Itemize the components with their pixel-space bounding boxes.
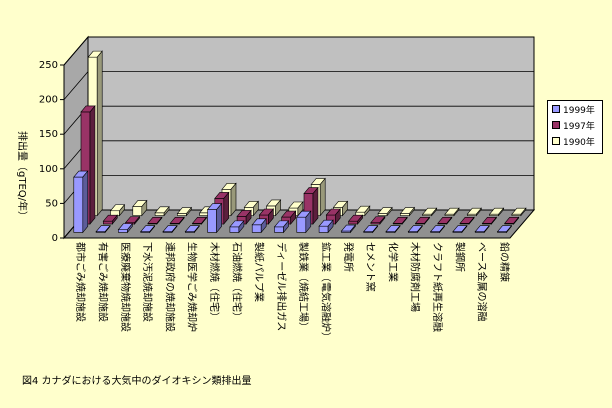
bar xyxy=(296,210,312,234)
bar xyxy=(251,217,267,234)
legend-label: 1997年 xyxy=(563,121,595,132)
x-tick-label: セメント窯 xyxy=(364,242,377,292)
bar xyxy=(370,215,386,225)
bar xyxy=(377,206,393,217)
gridline xyxy=(63,36,534,66)
y-tick-label: 50 xyxy=(45,198,58,209)
x-tick-label: 都市ごみ焼却施設 xyxy=(74,242,87,322)
legend-label: 1990年 xyxy=(563,137,595,148)
x-tick-label: 発電所 xyxy=(342,242,355,272)
x-tick-label: ベース金属の溶融 xyxy=(476,242,489,322)
bar xyxy=(429,224,446,234)
x-tick-label: クラフト紙再生溶融 xyxy=(431,242,444,332)
legend-swatch xyxy=(552,105,560,113)
bar xyxy=(481,216,498,225)
bar xyxy=(102,214,118,225)
bar xyxy=(422,207,438,217)
x-tick-label: 製紙パルプ業 xyxy=(253,242,266,302)
x-tick-label: 連邦政府の焼却施設 xyxy=(163,242,176,332)
chart: 0 50 100 150 200 250 都市ごみ焼却施設 有害ごみ焼却施設 医療廃棄物焼却施… xyxy=(16,35,536,342)
bar xyxy=(169,216,185,225)
bar xyxy=(109,203,126,217)
legend-swatch xyxy=(552,121,560,129)
bar xyxy=(414,216,431,225)
y-tick-label: 250 xyxy=(39,60,58,71)
bar xyxy=(132,199,148,217)
bar xyxy=(184,224,200,234)
bar xyxy=(504,216,520,225)
x-tick-label: 製鉄業（焼結工場） xyxy=(297,242,310,332)
bar xyxy=(206,202,223,234)
y-tick-label: 200 xyxy=(39,95,58,106)
bar xyxy=(117,222,134,234)
figure-caption: 図4 カナダにおける大気中のダイオキシン類排出量 xyxy=(22,376,252,387)
bar xyxy=(273,220,290,234)
y-tick-label: 150 xyxy=(39,129,58,140)
bar xyxy=(474,224,490,234)
bar xyxy=(162,224,178,234)
bar xyxy=(407,224,423,234)
bar xyxy=(399,206,416,217)
bar xyxy=(340,224,357,234)
x-tick-label: 生物医学ごみ焼却炉 xyxy=(186,242,199,332)
bars xyxy=(73,50,527,234)
bar xyxy=(452,224,468,234)
bar xyxy=(140,224,156,234)
bar xyxy=(147,216,163,225)
bar xyxy=(176,206,193,217)
bar xyxy=(496,224,513,234)
x-tick-label: 製鋼所 xyxy=(453,242,466,272)
x-tick-label: 鉛の精錬 xyxy=(498,242,511,282)
x-tick-label: ディーゼル排出ガス xyxy=(275,242,288,331)
x-tick-label: 下水汚泥焼却施設 xyxy=(141,242,154,322)
legend-swatch xyxy=(552,137,560,145)
bar xyxy=(437,216,453,225)
bar xyxy=(385,224,401,234)
legend-item: 1990年 xyxy=(548,133,602,149)
y-tick-label: 100 xyxy=(39,164,58,175)
bar xyxy=(511,207,527,217)
x-axis-labels: 都市ごみ焼却施設 有害ごみ焼却施設 医療廃棄物焼却施設 下水汚泥焼却施設 連邦政府の焼却… xyxy=(74,242,511,342)
y-tick-label: 0 xyxy=(52,233,58,244)
bar xyxy=(347,214,364,225)
bar xyxy=(95,224,111,234)
x-tick-label: 有害ごみ焼却施設 xyxy=(96,242,109,322)
x-tick-label: 石油燃焼（住宅） xyxy=(230,242,243,322)
bar xyxy=(229,220,245,234)
bar xyxy=(318,219,334,234)
legend-item: 1999年 xyxy=(548,101,602,117)
legend-label: 1999年 xyxy=(563,105,595,116)
x-tick-label: 化学工業 xyxy=(386,242,399,282)
y-axis: 0 50 100 150 200 250 xyxy=(39,60,65,244)
x-tick-label: 木材防腐剤工場 xyxy=(409,242,422,312)
bar xyxy=(325,208,341,225)
bar xyxy=(488,207,505,217)
bar xyxy=(73,170,89,234)
bar xyxy=(392,216,408,225)
bar xyxy=(459,216,475,225)
x-tick-label: 鉱工業（電気溶融炉） xyxy=(319,242,332,342)
bar xyxy=(466,207,482,217)
bar xyxy=(191,216,208,225)
back-wall xyxy=(87,36,535,211)
legend-item: 1997年 xyxy=(548,117,602,133)
bar xyxy=(444,207,460,217)
y-axis-label: 排出量（gTEQ/年） xyxy=(16,131,29,221)
bar xyxy=(363,224,379,234)
x-tick-label: 医療廃棄物焼却施設 xyxy=(119,242,132,332)
legend: 1999年 1997年 1990年 xyxy=(547,100,603,154)
bar xyxy=(80,105,96,225)
x-tick-label: 木材燃焼（住宅） xyxy=(208,242,221,322)
bar xyxy=(154,206,170,217)
